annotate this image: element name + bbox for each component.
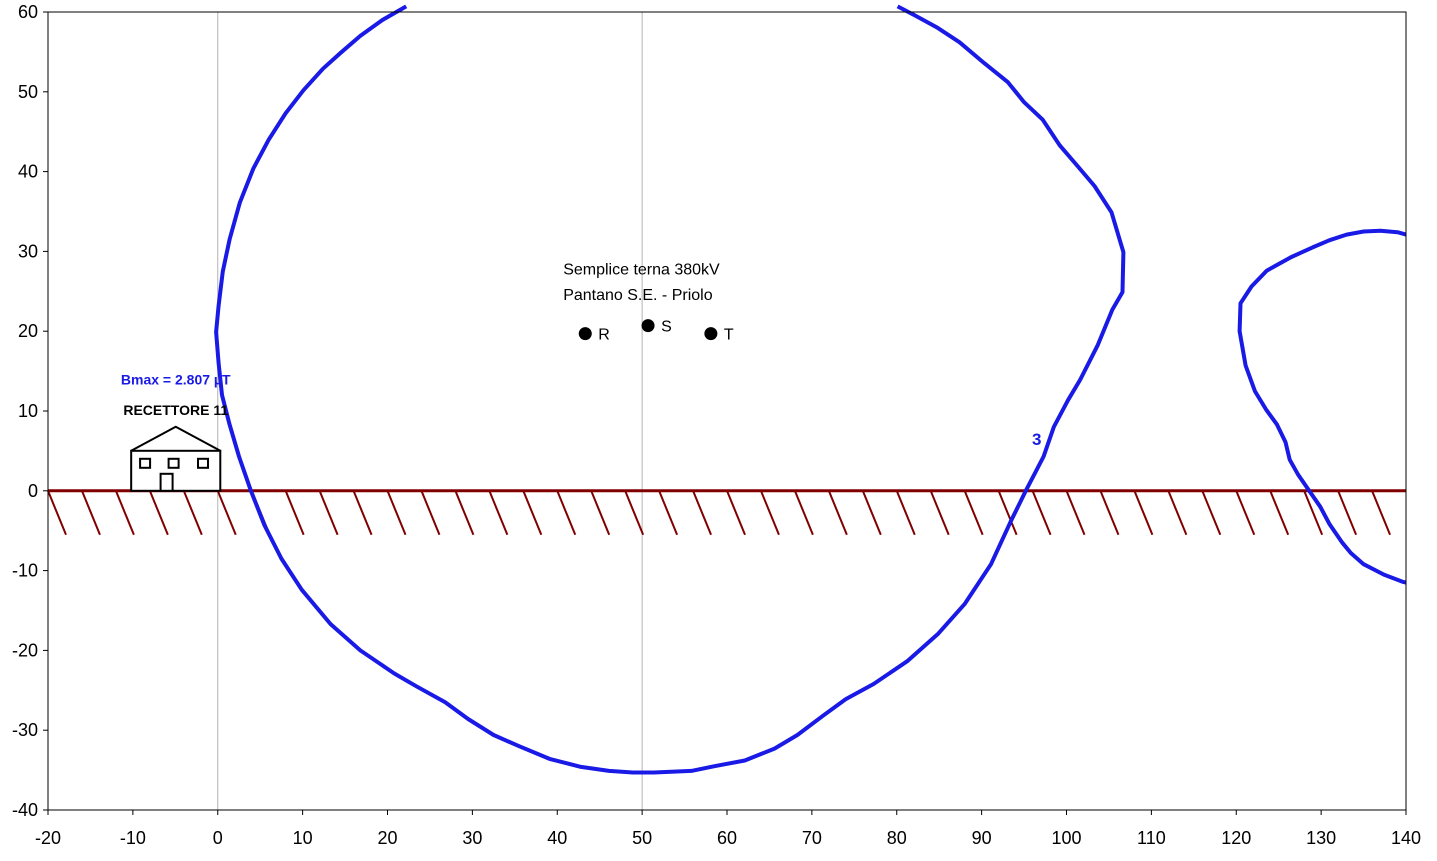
x-tick-label: -10	[120, 828, 146, 848]
hatch-mark	[284, 490, 305, 536]
y-tick-label: 30	[18, 241, 38, 261]
ground-hatching	[47, 490, 1391, 536]
x-tick-label: 80	[887, 828, 907, 848]
conductor-S	[641, 319, 655, 333]
hatch-mark	[1133, 490, 1154, 536]
hatch-mark	[1167, 490, 1188, 536]
x-tick-label: 30	[462, 828, 482, 848]
house-roof	[130, 425, 221, 452]
hatch-mark	[760, 490, 780, 536]
hatch-mark	[929, 490, 950, 536]
hatch-mark	[488, 490, 509, 536]
hatch-mark	[1303, 490, 1324, 536]
hatch-mark	[624, 490, 645, 536]
hatch-mark	[352, 490, 373, 536]
hatch-mark	[318, 490, 339, 536]
x-tick-label: 130	[1306, 828, 1336, 848]
hatch-mark	[114, 490, 135, 536]
y-axis-ticks: -40 -30 -20 -10 0 10 20 30 40 50 60	[12, 2, 48, 820]
conductor-markers: R S T	[578, 319, 734, 344]
x-tick-label: 70	[802, 828, 822, 848]
hatch-mark	[556, 490, 577, 536]
y-tick-label: 40	[18, 162, 38, 182]
x-tick-label: 40	[547, 828, 567, 848]
hatch-mark	[182, 490, 203, 536]
y-tick-label: -10	[12, 561, 38, 581]
hatch-mark	[658, 490, 679, 536]
conductor-label-T: T	[724, 327, 734, 344]
hatch-mark	[1201, 490, 1222, 536]
x-tick-label: -20	[35, 828, 61, 848]
hatch-mark	[522, 490, 543, 536]
hatch-mark	[726, 490, 746, 536]
house-wall	[130, 449, 222, 492]
hatch-mark	[692, 490, 712, 536]
x-tick-label: 90	[972, 828, 992, 848]
y-tick-label: 10	[18, 401, 38, 421]
y-tick-label: 50	[18, 82, 38, 102]
y-tick-label: -20	[12, 640, 38, 660]
house-window	[197, 457, 210, 469]
hatch-mark	[861, 490, 882, 536]
contour-line-1	[214, 4, 1126, 775]
line-annotation-1: Semplice terna 380kV	[563, 262, 720, 279]
y-tick-label: 0	[28, 481, 38, 501]
hatch-mark	[963, 490, 984, 536]
hatch-mark	[216, 490, 237, 536]
hatch-mark	[590, 490, 611, 536]
conductor-label-S: S	[661, 319, 672, 336]
y-tick-label: 60	[18, 2, 38, 22]
y-tick-label: -30	[12, 720, 38, 740]
hatch-mark	[827, 490, 848, 536]
hatch-mark	[997, 490, 1018, 536]
bmax-label: Bmax = 2.807 µT	[121, 372, 231, 388]
hatch-mark	[793, 490, 814, 536]
house-window	[167, 457, 180, 469]
hatch-mark	[81, 490, 101, 536]
plot-frame	[47, 11, 1407, 811]
house-door	[159, 472, 174, 492]
house-window	[139, 457, 152, 469]
x-tick-label: 10	[293, 828, 313, 848]
conductor-label-R: R	[598, 327, 610, 344]
x-tick-label: 0	[213, 828, 223, 848]
hatch-mark	[895, 490, 916, 536]
y-tick-label: 20	[18, 321, 38, 341]
hatch-mark	[454, 490, 475, 536]
x-tick-label: 110	[1137, 828, 1166, 848]
hatch-mark	[1065, 490, 1086, 536]
house-icon	[130, 425, 222, 492]
contour-series	[214, 4, 1406, 775]
x-axis-ticks: -20 -10 0 10 20 30 40 50 60 70 80 90 100 110 120 130 140	[35, 810, 1421, 848]
hatch-mark	[386, 490, 407, 536]
x-tick-label: 100	[1051, 828, 1081, 848]
hatch-mark	[1371, 490, 1391, 536]
x-tick-label: 120	[1221, 828, 1251, 848]
x-tick-label: 20	[377, 828, 397, 848]
grid-lines	[217, 12, 643, 810]
x-tick-label: 140	[1391, 828, 1421, 848]
contour-line-2	[1237, 228, 1406, 585]
conductor-R	[578, 327, 592, 341]
conductor-T	[704, 327, 718, 341]
hatch-mark	[1235, 490, 1256, 536]
hatch-mark	[420, 490, 441, 536]
hatch-mark	[1031, 490, 1052, 536]
line-annotation-2: Pantano S.E. - Priolo	[563, 287, 713, 304]
hatch-mark	[1269, 490, 1290, 536]
x-tick-label: 60	[717, 828, 737, 848]
hatch-mark	[1099, 490, 1120, 536]
receptor-name-label: RECETTORE 11	[123, 402, 228, 418]
hatch-mark	[148, 490, 169, 536]
hatch-mark	[47, 490, 67, 536]
hatch-mark	[1337, 490, 1358, 536]
y-tick-label: -40	[12, 800, 38, 820]
contour-value-label: 3	[1032, 430, 1041, 449]
x-tick-label: 50	[632, 828, 652, 848]
